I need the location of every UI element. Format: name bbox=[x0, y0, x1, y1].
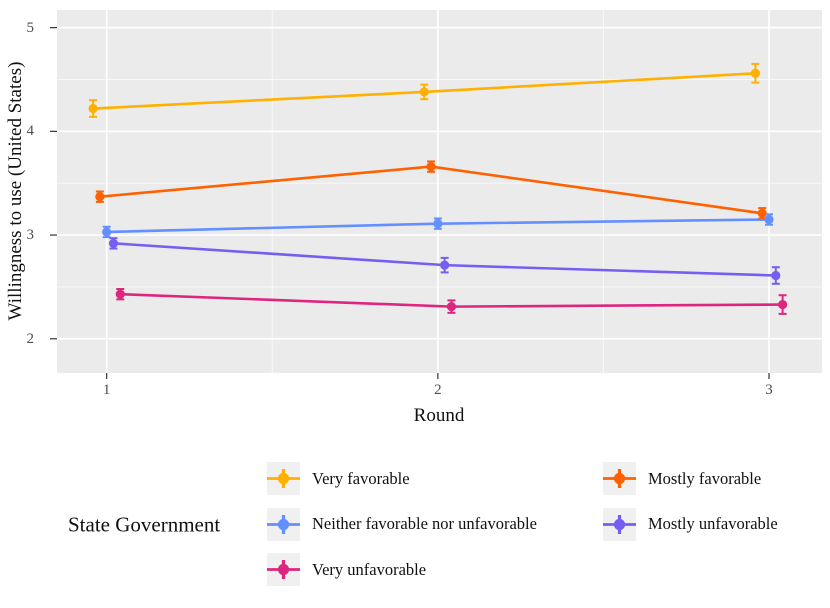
legend-point-icon bbox=[613, 518, 626, 530]
legend-title: State Government bbox=[68, 512, 221, 537]
legend-label: Very favorable bbox=[312, 468, 410, 488]
legend-key-glyph bbox=[267, 469, 300, 488]
y-tick-label: 4 bbox=[26, 123, 35, 140]
y-tick-label: 5 bbox=[26, 19, 35, 36]
data-point bbox=[102, 227, 112, 237]
legend-label: Very unfavorable bbox=[312, 559, 427, 579]
legend-point-icon bbox=[277, 472, 290, 485]
x-tick-label: 2 bbox=[434, 382, 442, 398]
legend-entry: Neither favorable nor unfavorable bbox=[267, 507, 537, 541]
data-point bbox=[778, 299, 788, 310]
legend-entry: Very favorable bbox=[267, 462, 410, 495]
data-point bbox=[419, 87, 429, 97]
x-tick-label: 1 bbox=[102, 382, 111, 398]
legend-key bbox=[267, 553, 300, 586]
legend-entry: Mostly favorable bbox=[603, 462, 761, 495]
data-point bbox=[750, 68, 761, 78]
data-point bbox=[88, 103, 98, 114]
data-point bbox=[446, 302, 457, 312]
y-tick-label: 2 bbox=[26, 330, 35, 347]
legend-label: Mostly favorable bbox=[648, 468, 762, 488]
legend-label: Mostly unfavorable bbox=[648, 514, 778, 533]
legend-key bbox=[267, 462, 300, 495]
x-axis-title: Round bbox=[413, 405, 465, 426]
legend-label: Neither favorable nor unfavorable bbox=[312, 514, 537, 533]
data-point bbox=[440, 260, 450, 270]
legend-entry: Mostly unfavorable bbox=[603, 507, 778, 541]
legend-key-glyph bbox=[603, 469, 636, 488]
legend-key-glyph bbox=[267, 514, 300, 534]
y-tick-label: 3 bbox=[26, 227, 35, 244]
legend-key bbox=[603, 507, 636, 541]
data-point bbox=[433, 219, 443, 229]
legend-point-icon bbox=[613, 472, 626, 485]
data-point bbox=[771, 270, 781, 281]
legend-point-icon bbox=[277, 563, 290, 576]
data-point bbox=[108, 238, 119, 248]
data-point bbox=[764, 214, 774, 225]
legend-key bbox=[603, 462, 636, 495]
legend-key bbox=[267, 507, 300, 541]
data-point bbox=[95, 192, 105, 202]
data-point bbox=[757, 208, 767, 218]
plot-panel bbox=[50, 10, 822, 379]
y-axis-title: Willingness to use (United States) bbox=[5, 61, 26, 321]
data-point bbox=[426, 162, 436, 172]
legend-key-glyph bbox=[603, 514, 636, 534]
legend-key-glyph bbox=[267, 560, 300, 579]
data-point bbox=[115, 289, 125, 299]
panel-background bbox=[57, 10, 822, 373]
x-tick-label: 3 bbox=[765, 382, 773, 398]
legend-entry: Very unfavorable bbox=[267, 553, 426, 586]
legend-point-icon bbox=[277, 518, 290, 530]
